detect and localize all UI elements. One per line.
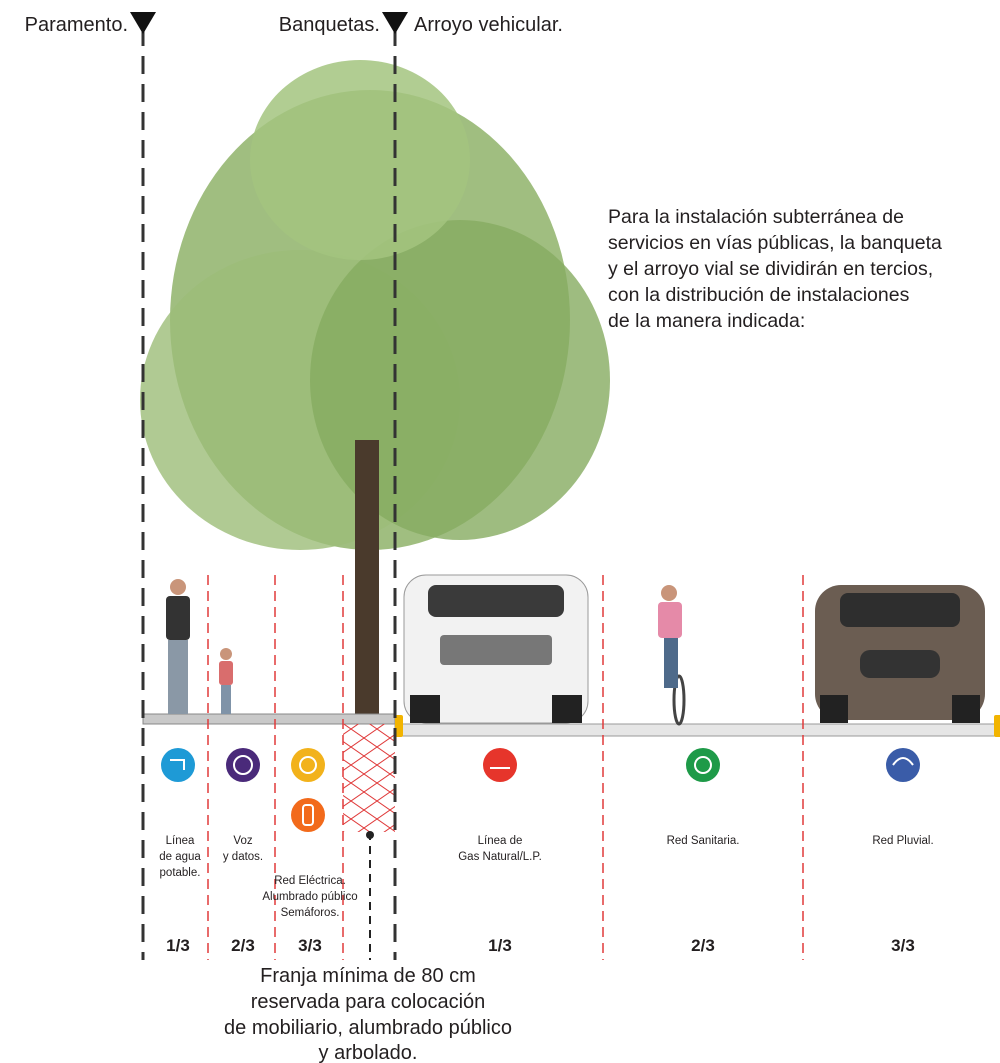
cyclist bbox=[658, 585, 684, 724]
car-sedan bbox=[815, 585, 985, 723]
utility-label: Línea de bbox=[478, 835, 523, 847]
pedestrians bbox=[166, 579, 233, 714]
utility-label: Red Pluvial. bbox=[872, 835, 933, 847]
footnote-line: y arbolado. bbox=[319, 1042, 418, 1063]
utility-label: Semáforos. bbox=[281, 907, 340, 919]
utility-label: Red Sanitaria. bbox=[667, 835, 740, 847]
fraction: 1/3 bbox=[166, 936, 190, 955]
utility-label: Red Eléctrica. bbox=[274, 875, 346, 887]
fraction: 3/3 bbox=[891, 936, 915, 955]
curb bbox=[994, 715, 1000, 737]
reserved-strip bbox=[343, 724, 395, 832]
utility-label: y datos. bbox=[223, 851, 263, 863]
marker-label: Arroyo vehicular. bbox=[414, 14, 563, 36]
marker-triangle bbox=[130, 12, 156, 34]
fraction: 1/3 bbox=[488, 936, 512, 955]
street-section-diagram: Paramento. Banquetas. Arroyo vehicular. … bbox=[0, 0, 1000, 1063]
car-suv bbox=[404, 575, 588, 723]
footnote-line: de mobiliario, alumbrado público bbox=[224, 1017, 512, 1039]
marker-label: Banquetas. bbox=[279, 14, 380, 36]
utility-label: Gas Natural/L.P. bbox=[458, 851, 542, 863]
sidewalk bbox=[143, 714, 395, 724]
fraction: 3/3 bbox=[298, 936, 322, 955]
description-line: y el arroyo vial se dividirán en tercios… bbox=[608, 258, 933, 280]
description-line: de la manera indicada: bbox=[608, 310, 805, 332]
fraction: 2/3 bbox=[231, 936, 255, 955]
utility-label: Voz bbox=[233, 835, 252, 847]
utility-label: potable. bbox=[160, 867, 201, 879]
utility-label: Alumbrado público bbox=[262, 891, 357, 903]
marker-triangle bbox=[382, 12, 408, 34]
footnote-line: Franja mínima de 80 cm bbox=[260, 965, 476, 987]
footnote-line: reservada para colocación bbox=[251, 991, 486, 1013]
leader-dot bbox=[366, 831, 374, 839]
description-line: Para la instalación subterránea de bbox=[608, 206, 904, 228]
fraction: 2/3 bbox=[691, 936, 715, 955]
description-line: con la distribución de instalaciones bbox=[608, 284, 910, 306]
utility-label: de agua bbox=[159, 851, 201, 863]
marker-label: Paramento. bbox=[25, 14, 128, 36]
roadway bbox=[395, 724, 1000, 736]
utility-label: Línea bbox=[166, 835, 195, 847]
description-line: servicios en vías públicas, la banqueta bbox=[608, 232, 942, 254]
